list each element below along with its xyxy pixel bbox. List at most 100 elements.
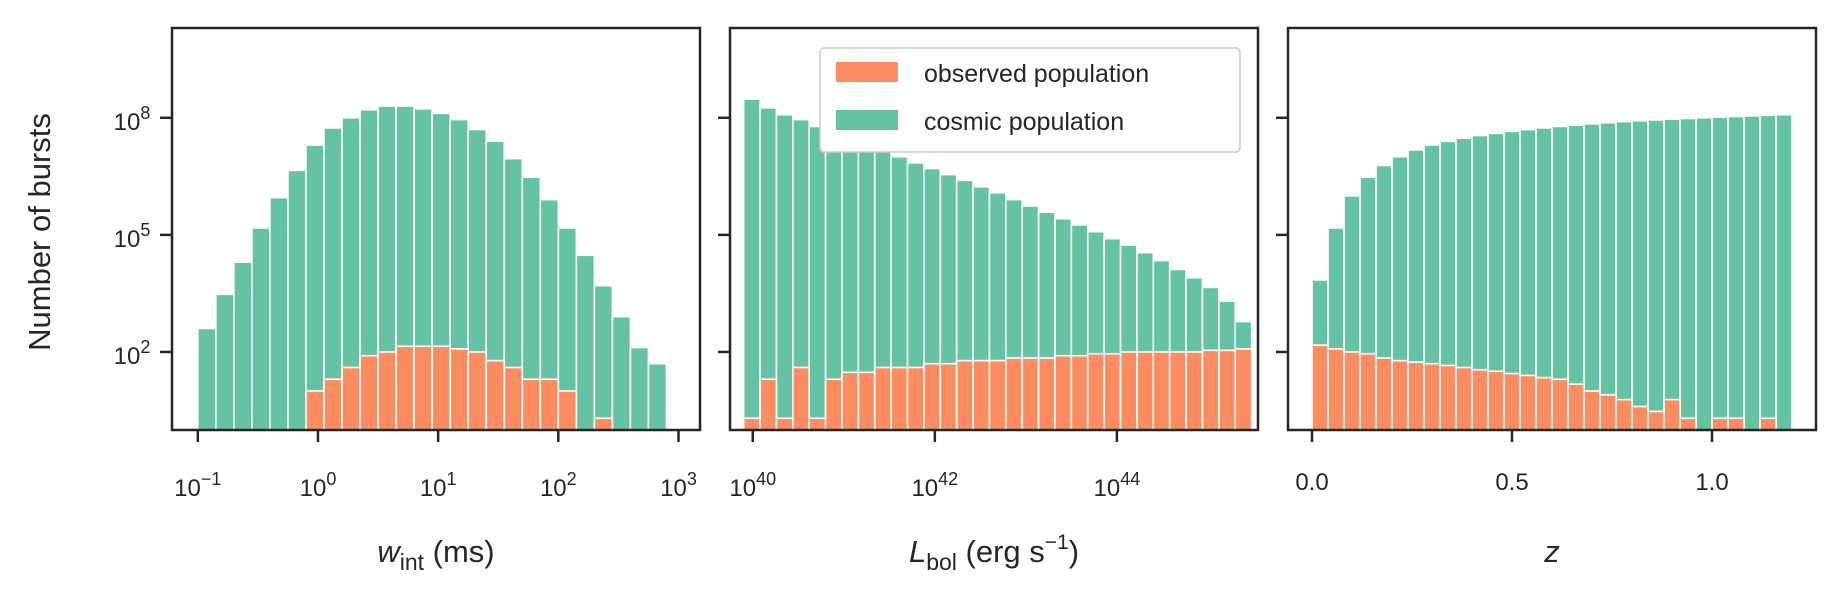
bar-observed [1201,349,1220,431]
bar-observed [1086,352,1105,431]
bar-observed [857,371,876,431]
bar-observed [485,359,506,431]
bar-observed [1021,357,1040,431]
bar-observed [1185,351,1204,431]
legend-label-cosmic: cosmic population [924,108,1124,136]
bar-observed [431,345,451,431]
legend-swatch-observed [836,62,898,82]
x-tick-label: 1.0 [1695,469,1728,496]
bar-observed [341,366,361,431]
bar-observed [1759,417,1777,431]
bar-observed [1359,352,1377,431]
bar-observed [1519,374,1537,431]
bar-observed [1407,361,1425,431]
bar-cosmic [611,315,632,431]
legend-box [819,47,1241,153]
bar-observed [1615,398,1633,431]
bar-observed [1727,417,1745,431]
y-tick-label: 108 [114,103,151,136]
bar-observed [988,359,1007,431]
bar-observed [503,366,524,431]
axes-frame [1286,26,1818,432]
bar-observed [1005,357,1024,431]
bar-cosmic [1759,114,1777,431]
bar-cosmic [269,196,289,431]
bar-observed [1599,393,1617,431]
legend: observed population cosmic population [819,47,1241,153]
bar-observed [1583,390,1601,431]
bar-cosmic [1679,117,1697,431]
x-tick-label: 103 [660,469,697,502]
bar-observed [792,366,810,431]
bar-cosmic [575,254,596,431]
bar-cosmic [1663,118,1681,431]
bar-observed [413,345,433,431]
bar-cosmic [1743,115,1761,431]
bar-observed [759,378,778,431]
bar-observed [775,417,794,431]
x-tick-label: 0.5 [1495,469,1528,496]
bar-observed [841,371,860,431]
legend-swatch-cosmic [836,110,898,130]
bar-observed [359,354,379,431]
bar-observed [305,390,325,431]
bar-observed [923,362,942,431]
bar-observed [1037,357,1056,431]
bar-cosmic [251,227,271,431]
panel-luminosity: 1040 1042 1044 Lbol (erg s−1) [718,26,1260,575]
bar-cosmic [1775,113,1793,431]
bar-cosmic [1647,119,1665,431]
bar-observed [972,359,991,431]
bar-observed [395,345,415,431]
legend-label-observed: observed population [924,60,1149,88]
axes-frame [728,26,1260,432]
x-axis-title: z [1543,534,1560,569]
bar-observed [1439,364,1457,431]
x-axis-title: Lbol (erg s−1) [909,531,1079,575]
bar-observed [1168,351,1187,431]
x-tick-label: 102 [540,469,577,502]
y-axis-title: Number of bursts [22,113,57,351]
bar-observed [467,351,488,431]
bar-observed [1343,351,1361,431]
bar-observed [1375,357,1393,431]
bar-observed [1471,368,1489,431]
bar-observed [1119,351,1138,431]
bar-cosmic [196,327,217,431]
bar-cosmic [808,125,827,431]
panel-width: 102 105 108 10−1 100 101 102 103 wint (ms) [114,26,702,575]
bar-observed [1455,366,1473,431]
bar-observed [1234,348,1253,431]
x-tick-label: 1040 [729,469,776,502]
bar-cosmic [1631,119,1649,431]
bar-observed [1679,417,1697,431]
x-tick-label: 100 [300,469,337,502]
bar-observed [824,378,843,431]
axes-frame [170,26,702,432]
bar-observed [539,378,560,431]
bar-cosmic [593,284,614,431]
x-tick-label: 10−1 [174,469,221,502]
bar-observed [939,362,958,431]
bar-observed [742,417,761,431]
bar-cosmic [775,113,794,431]
bar-observed [1136,351,1155,431]
panel-redshift: 0.0 0.5 1.0 z [1276,26,1818,569]
bar-observed [1711,417,1729,431]
bar-cosmic [1599,121,1617,431]
bar-cosmic [1711,116,1729,431]
bar-observed [1327,348,1345,431]
bar-observed [323,378,343,431]
bar-observed [1535,376,1553,431]
bar-cosmic [1615,120,1633,431]
bar-observed [1152,351,1171,431]
bar-observed [593,417,614,431]
bar-cosmic [742,98,761,431]
bar-observed [808,417,827,431]
bar-observed [1567,383,1585,431]
y-tick-label: 102 [114,337,151,370]
bar-cosmic [647,362,668,431]
bar-cosmic [287,169,307,431]
bar-cosmic [215,293,235,431]
